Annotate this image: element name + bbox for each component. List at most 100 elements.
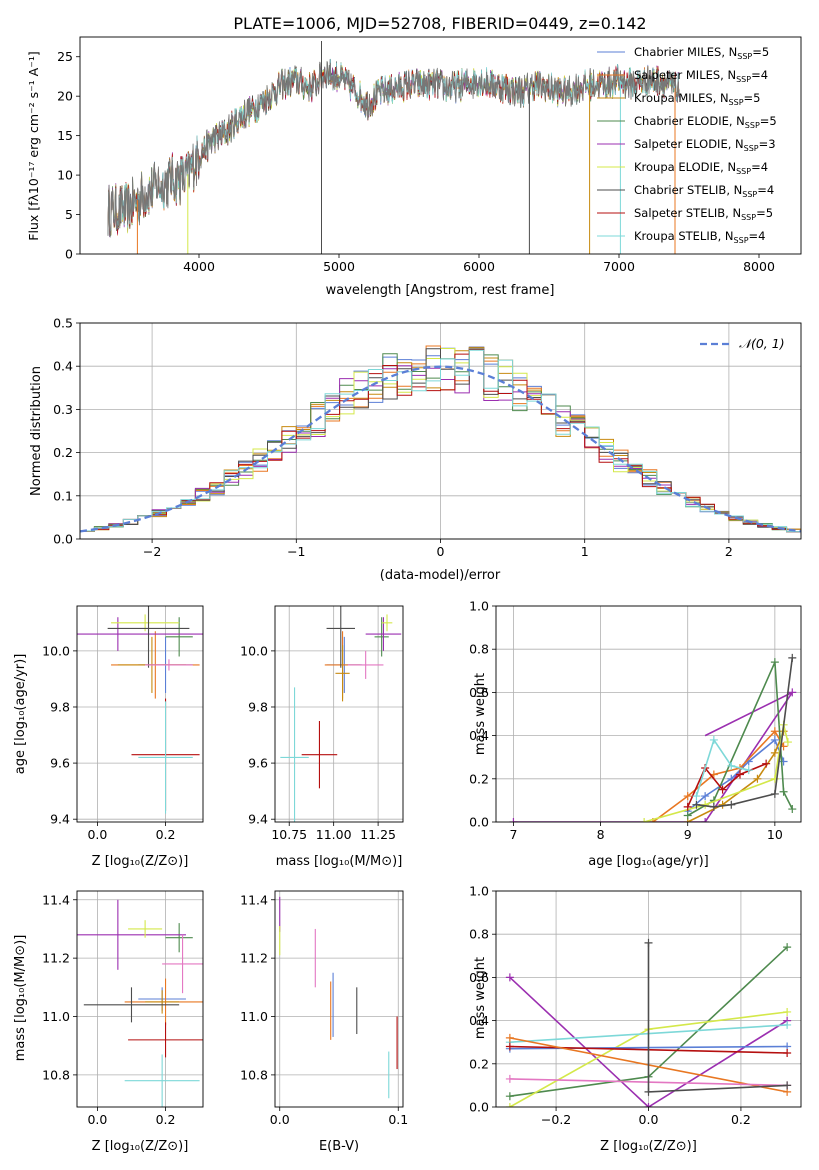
- y-tick-label: 0.6: [469, 685, 489, 700]
- weight-marker: [783, 1007, 792, 1016]
- axes-frame: [76, 605, 204, 823]
- axes-frame: [495, 605, 802, 823]
- y-tick-label: 20: [57, 89, 73, 104]
- weight-marker: [701, 792, 710, 801]
- weight-marker: [692, 792, 701, 801]
- weight-marker: [718, 785, 727, 794]
- y-tick-label: 1.0: [469, 599, 489, 614]
- weight-marker: [709, 735, 718, 744]
- age-vs-mass-data: [280, 606, 402, 822]
- x-tick-label: 1: [581, 544, 589, 559]
- y-tick-label: 0.4: [53, 359, 73, 374]
- axes-frame: [274, 605, 404, 823]
- weight-marker: [783, 943, 792, 952]
- y-tick-label: 0: [65, 247, 73, 262]
- mass-vs-z-panel: 0.0 0.2 10.8 11.0 11.2 11.4 Z [log₁₀(Z/Z⊙)] mas…: [13, 890, 204, 1154]
- axes-frame: [274, 890, 404, 1108]
- weight-vs-age-axes: 7 8 9 10 0.0 0.2 0.4 0.6 0.8 1.0: [469, 599, 802, 842]
- y-tick-label: 0.8: [469, 927, 489, 942]
- age-vs-mass-xlabel: mass [log₁₀(M/M⊙)]: [276, 854, 403, 869]
- spectrum-axes: 4000 5000 6000 7000 8000 0 5 10 15 20 25: [57, 36, 802, 274]
- x-tick-label: 0.0: [87, 1112, 107, 1127]
- weight-marker: [788, 805, 797, 814]
- legend-entry: 𝒩(0, 1): [739, 336, 785, 351]
- x-tick-label: 0.2: [156, 827, 176, 842]
- x-tick-label: 0.2: [156, 1112, 176, 1127]
- x-tick-label: 0.0: [270, 1112, 290, 1127]
- axes-frame: [495, 890, 802, 1108]
- y-tick-label: 11.4: [240, 892, 268, 907]
- spectrum-legend: Chabrier MILES, NSSP=5 Salpeter MILES, NS…: [597, 45, 777, 245]
- weight-line: [695, 738, 749, 797]
- y-tick-label: 10.8: [240, 1067, 268, 1082]
- weight-marker: [783, 1049, 792, 1057]
- weight-marker: [701, 818, 710, 822]
- y-tick-label: 11.0: [240, 1009, 268, 1024]
- y-tick-label: 0.3: [53, 402, 73, 417]
- mass-vs-z-ylabel: mass [log₁₀(M/M⊙)]: [13, 935, 28, 1062]
- y-tick-label: 11.2: [42, 951, 70, 966]
- weight-marker: [783, 1020, 792, 1029]
- y-tick-label: 0.2: [469, 771, 489, 786]
- x-tick-label: 11.00: [316, 827, 352, 842]
- weight-marker: [770, 727, 779, 736]
- weight-marker: [788, 653, 797, 662]
- y-tick-label: 0.2: [53, 445, 73, 460]
- x-tick-label: 6000: [463, 259, 495, 274]
- weight-marker: [770, 789, 779, 798]
- weight-marker: [505, 1042, 514, 1051]
- weight-vs-age-xlabel: age [log₁₀(age/yr)]: [588, 854, 709, 869]
- weight-marker: [770, 748, 779, 757]
- x-tick-label: 0: [437, 544, 445, 559]
- weight-marker: [783, 738, 792, 747]
- weight-marker: [505, 1074, 514, 1083]
- x-tick-label: −1: [287, 544, 305, 559]
- y-tick-label: 5: [65, 207, 73, 222]
- weight-vs-z-panel: −0.2 0.0 0.2 0.0 0.2 0.4 0.6 0.8 1.0 Z [log₁₀(Z/Z…: [469, 884, 802, 1154]
- x-tick-label: 0.0: [639, 1112, 659, 1127]
- weight-marker: [505, 1103, 514, 1107]
- residual-xlabel: (data-model)/error: [380, 568, 501, 583]
- weight-vs-age-panel: 7 8 9 10 0.0 0.2 0.4 0.6 0.8 1.0 age [log₁₀(age/yr…: [469, 599, 802, 869]
- weight-marker: [727, 761, 736, 770]
- parameter-panels: 0.0 0.2 9.4 9.6 9.8 10.0 Z [log₁₀(Z/Z⊙)] age [l…: [13, 599, 802, 1154]
- legend-entry: Salpeter MILES, NSSP=4: [634, 68, 768, 84]
- age-vs-z-panel: 0.0 0.2 9.4 9.6 9.8 10.0 Z [log₁₀(Z/Z⊙)] age [l…: [13, 605, 204, 869]
- y-tick-label: 9.4: [50, 812, 70, 827]
- age-vs-mass-axes: 10.75 11.00 11.25 9.4 9.6 9.8 10.0: [240, 605, 404, 842]
- age-vs-z-axes: 0.0 0.2 9.4 9.6 9.8 10.0: [42, 605, 204, 842]
- weight-marker: [744, 766, 753, 775]
- weight-marker: [692, 800, 701, 809]
- x-tick-label: 11.25: [360, 827, 396, 842]
- weight-marker: [770, 735, 779, 744]
- y-tick-label: 10.0: [42, 643, 70, 658]
- legend-entry: Salpeter ELODIE, NSSP=3: [634, 137, 776, 153]
- mass-vs-z-xlabel: Z [log₁₀(Z/Z⊙)]: [92, 1139, 189, 1154]
- weight-marker: [505, 1033, 514, 1042]
- weight-vs-z-xlabel: Z [log₁₀(Z/Z⊙)]: [600, 1139, 697, 1154]
- weight-vs-age-ylabel: mass weight: [473, 673, 488, 755]
- weight-marker: [644, 1103, 653, 1107]
- weight-marker: [509, 818, 518, 822]
- spectrum-ylabel: Flux [fλ10⁻¹⁷ erg cm⁻² s⁻¹ A⁻¹]: [26, 51, 41, 240]
- y-tick-label: 0.1: [53, 488, 73, 503]
- spectrum-data-line: [107, 61, 680, 238]
- x-tick-label: 9: [684, 827, 692, 842]
- x-tick-label: 0.0: [87, 827, 107, 842]
- weight-marker: [753, 774, 762, 783]
- y-tick-label: 9.6: [50, 756, 70, 771]
- x-tick-label: −2: [143, 544, 161, 559]
- spectrum-panel: 4000 5000 6000 7000 8000 0 5 10 15 20 25 wavelengt…: [26, 36, 802, 298]
- weight-marker: [644, 1087, 653, 1096]
- x-tick-label: 8: [597, 827, 605, 842]
- mass-vs-ebv-axes: 0.0 0.1 10.8 11.0 11.2 11.4: [240, 890, 408, 1127]
- y-tick-label: 0.0: [469, 1100, 489, 1115]
- residual-data: [80, 345, 801, 534]
- age-vs-z-xlabel: Z [log₁₀(Z/Z⊙)]: [92, 854, 189, 869]
- weight-marker: [779, 787, 788, 796]
- weight-marker: [505, 973, 514, 982]
- y-tick-label: 15: [57, 128, 73, 143]
- weight-marker: [644, 938, 653, 947]
- weight-marker: [683, 811, 692, 820]
- x-tick-label: 5000: [323, 259, 355, 274]
